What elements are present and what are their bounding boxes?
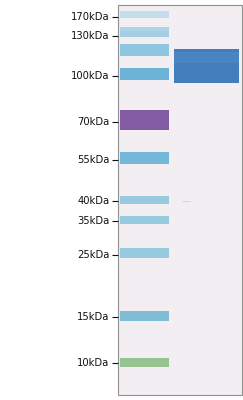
Text: 10kDa: 10kDa [77, 358, 109, 368]
Text: 40kDa: 40kDa [77, 196, 109, 206]
Text: 15kDa: 15kDa [77, 312, 109, 322]
FancyBboxPatch shape [120, 11, 169, 18]
FancyBboxPatch shape [120, 248, 169, 258]
FancyBboxPatch shape [120, 196, 169, 204]
FancyBboxPatch shape [120, 110, 169, 130]
Text: 130kDa: 130kDa [71, 31, 109, 41]
FancyBboxPatch shape [120, 311, 169, 321]
Text: 170kDa: 170kDa [71, 12, 109, 22]
Text: 55kDa: 55kDa [77, 155, 109, 165]
FancyBboxPatch shape [120, 27, 169, 37]
Text: 25kDa: 25kDa [77, 250, 109, 260]
FancyBboxPatch shape [174, 49, 239, 83]
Text: 70kDa: 70kDa [77, 117, 109, 127]
FancyBboxPatch shape [120, 30, 169, 36]
FancyBboxPatch shape [120, 216, 169, 224]
FancyBboxPatch shape [174, 52, 239, 63]
Text: 100kDa: 100kDa [71, 71, 109, 81]
FancyBboxPatch shape [120, 44, 169, 56]
FancyBboxPatch shape [120, 152, 169, 164]
FancyBboxPatch shape [120, 358, 169, 367]
Text: 35kDa: 35kDa [77, 216, 109, 226]
FancyBboxPatch shape [120, 68, 169, 80]
Bar [118, 5, 242, 395]
